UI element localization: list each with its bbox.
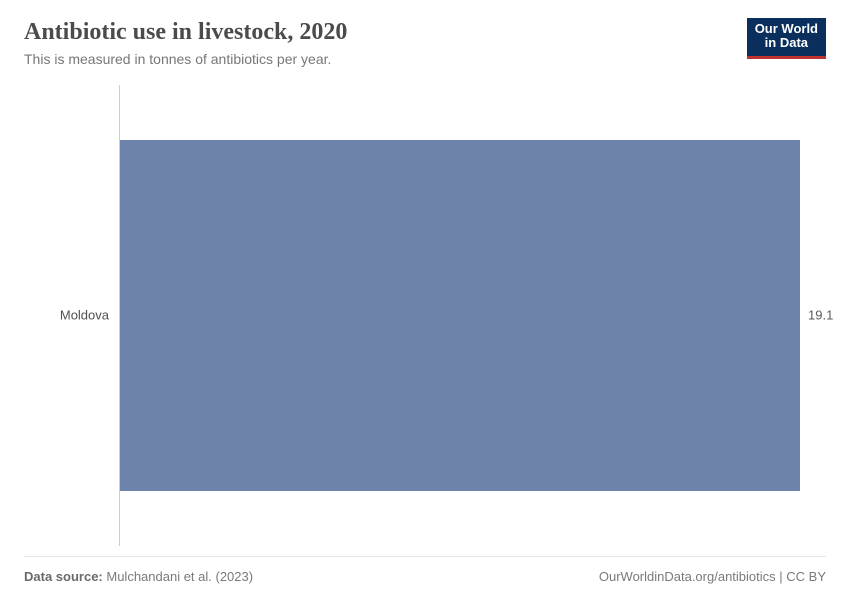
footer-left: Data source: Mulchandani et al. (2023) bbox=[24, 569, 253, 584]
footer-right: OurWorldinData.org/antibiotics | CC BY bbox=[599, 569, 826, 584]
chart-title: Antibiotic use in livestock, 2020 bbox=[24, 18, 731, 47]
footer-sep: | bbox=[776, 569, 787, 584]
title-block: Antibiotic use in livestock, 2020 This i… bbox=[24, 18, 731, 67]
header: Antibiotic use in livestock, 2020 This i… bbox=[24, 18, 826, 67]
footer: Data source: Mulchandani et al. (2023) O… bbox=[24, 556, 826, 600]
chart-area: Moldova19.1 bbox=[24, 85, 826, 546]
logo-line-2: in Data bbox=[755, 36, 818, 50]
source-value: Mulchandani et al. (2023) bbox=[106, 569, 253, 584]
chart-subtitle: This is measured in tonnes of antibiotic… bbox=[24, 51, 731, 67]
footer-link: OurWorldinData.org/antibiotics bbox=[599, 569, 776, 584]
category-label: Moldova bbox=[24, 308, 109, 323]
footer-license: CC BY bbox=[786, 569, 826, 584]
source-label: Data source: bbox=[24, 569, 103, 584]
logo-line-1: Our World bbox=[755, 22, 818, 36]
bar bbox=[120, 140, 800, 491]
value-label: 19.1 bbox=[808, 308, 833, 323]
owid-logo: Our World in Data bbox=[747, 18, 826, 59]
